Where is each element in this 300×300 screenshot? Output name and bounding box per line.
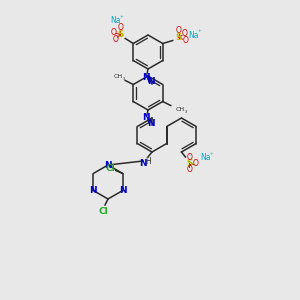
- Text: H: H: [145, 157, 151, 166]
- Text: S: S: [176, 33, 182, 42]
- Text: N: N: [89, 186, 97, 195]
- Text: Cl: Cl: [106, 164, 116, 173]
- Text: O: O: [110, 28, 116, 37]
- Text: O: O: [117, 23, 123, 32]
- Text: ₃: ₃: [184, 109, 187, 114]
- Text: N: N: [119, 186, 127, 195]
- Text: S: S: [117, 30, 124, 39]
- Text: Na: Na: [110, 16, 121, 25]
- Text: N: N: [142, 73, 150, 82]
- Text: ⁺: ⁺: [119, 16, 123, 22]
- Text: N: N: [147, 118, 155, 127]
- Text: ⁺: ⁺: [210, 153, 213, 159]
- Text: O: O: [193, 160, 198, 169]
- Text: N: N: [147, 77, 155, 86]
- Text: O: O: [183, 36, 189, 45]
- Text: Cl: Cl: [98, 206, 108, 215]
- Text: O: O: [182, 29, 188, 38]
- Text: N: N: [139, 160, 147, 169]
- Text: O: O: [112, 35, 118, 44]
- Text: S: S: [186, 160, 193, 169]
- Text: Na: Na: [188, 31, 199, 40]
- Text: O: O: [187, 154, 192, 163]
- Text: ₃: ₃: [123, 76, 125, 81]
- Text: N: N: [142, 113, 150, 122]
- Text: N: N: [104, 160, 112, 169]
- Text: Na: Na: [200, 154, 211, 163]
- Text: ⁺: ⁺: [198, 31, 202, 37]
- Text: CH: CH: [175, 107, 184, 112]
- Text: O: O: [187, 166, 192, 175]
- Text: CH: CH: [114, 74, 123, 79]
- Text: O: O: [176, 26, 182, 35]
